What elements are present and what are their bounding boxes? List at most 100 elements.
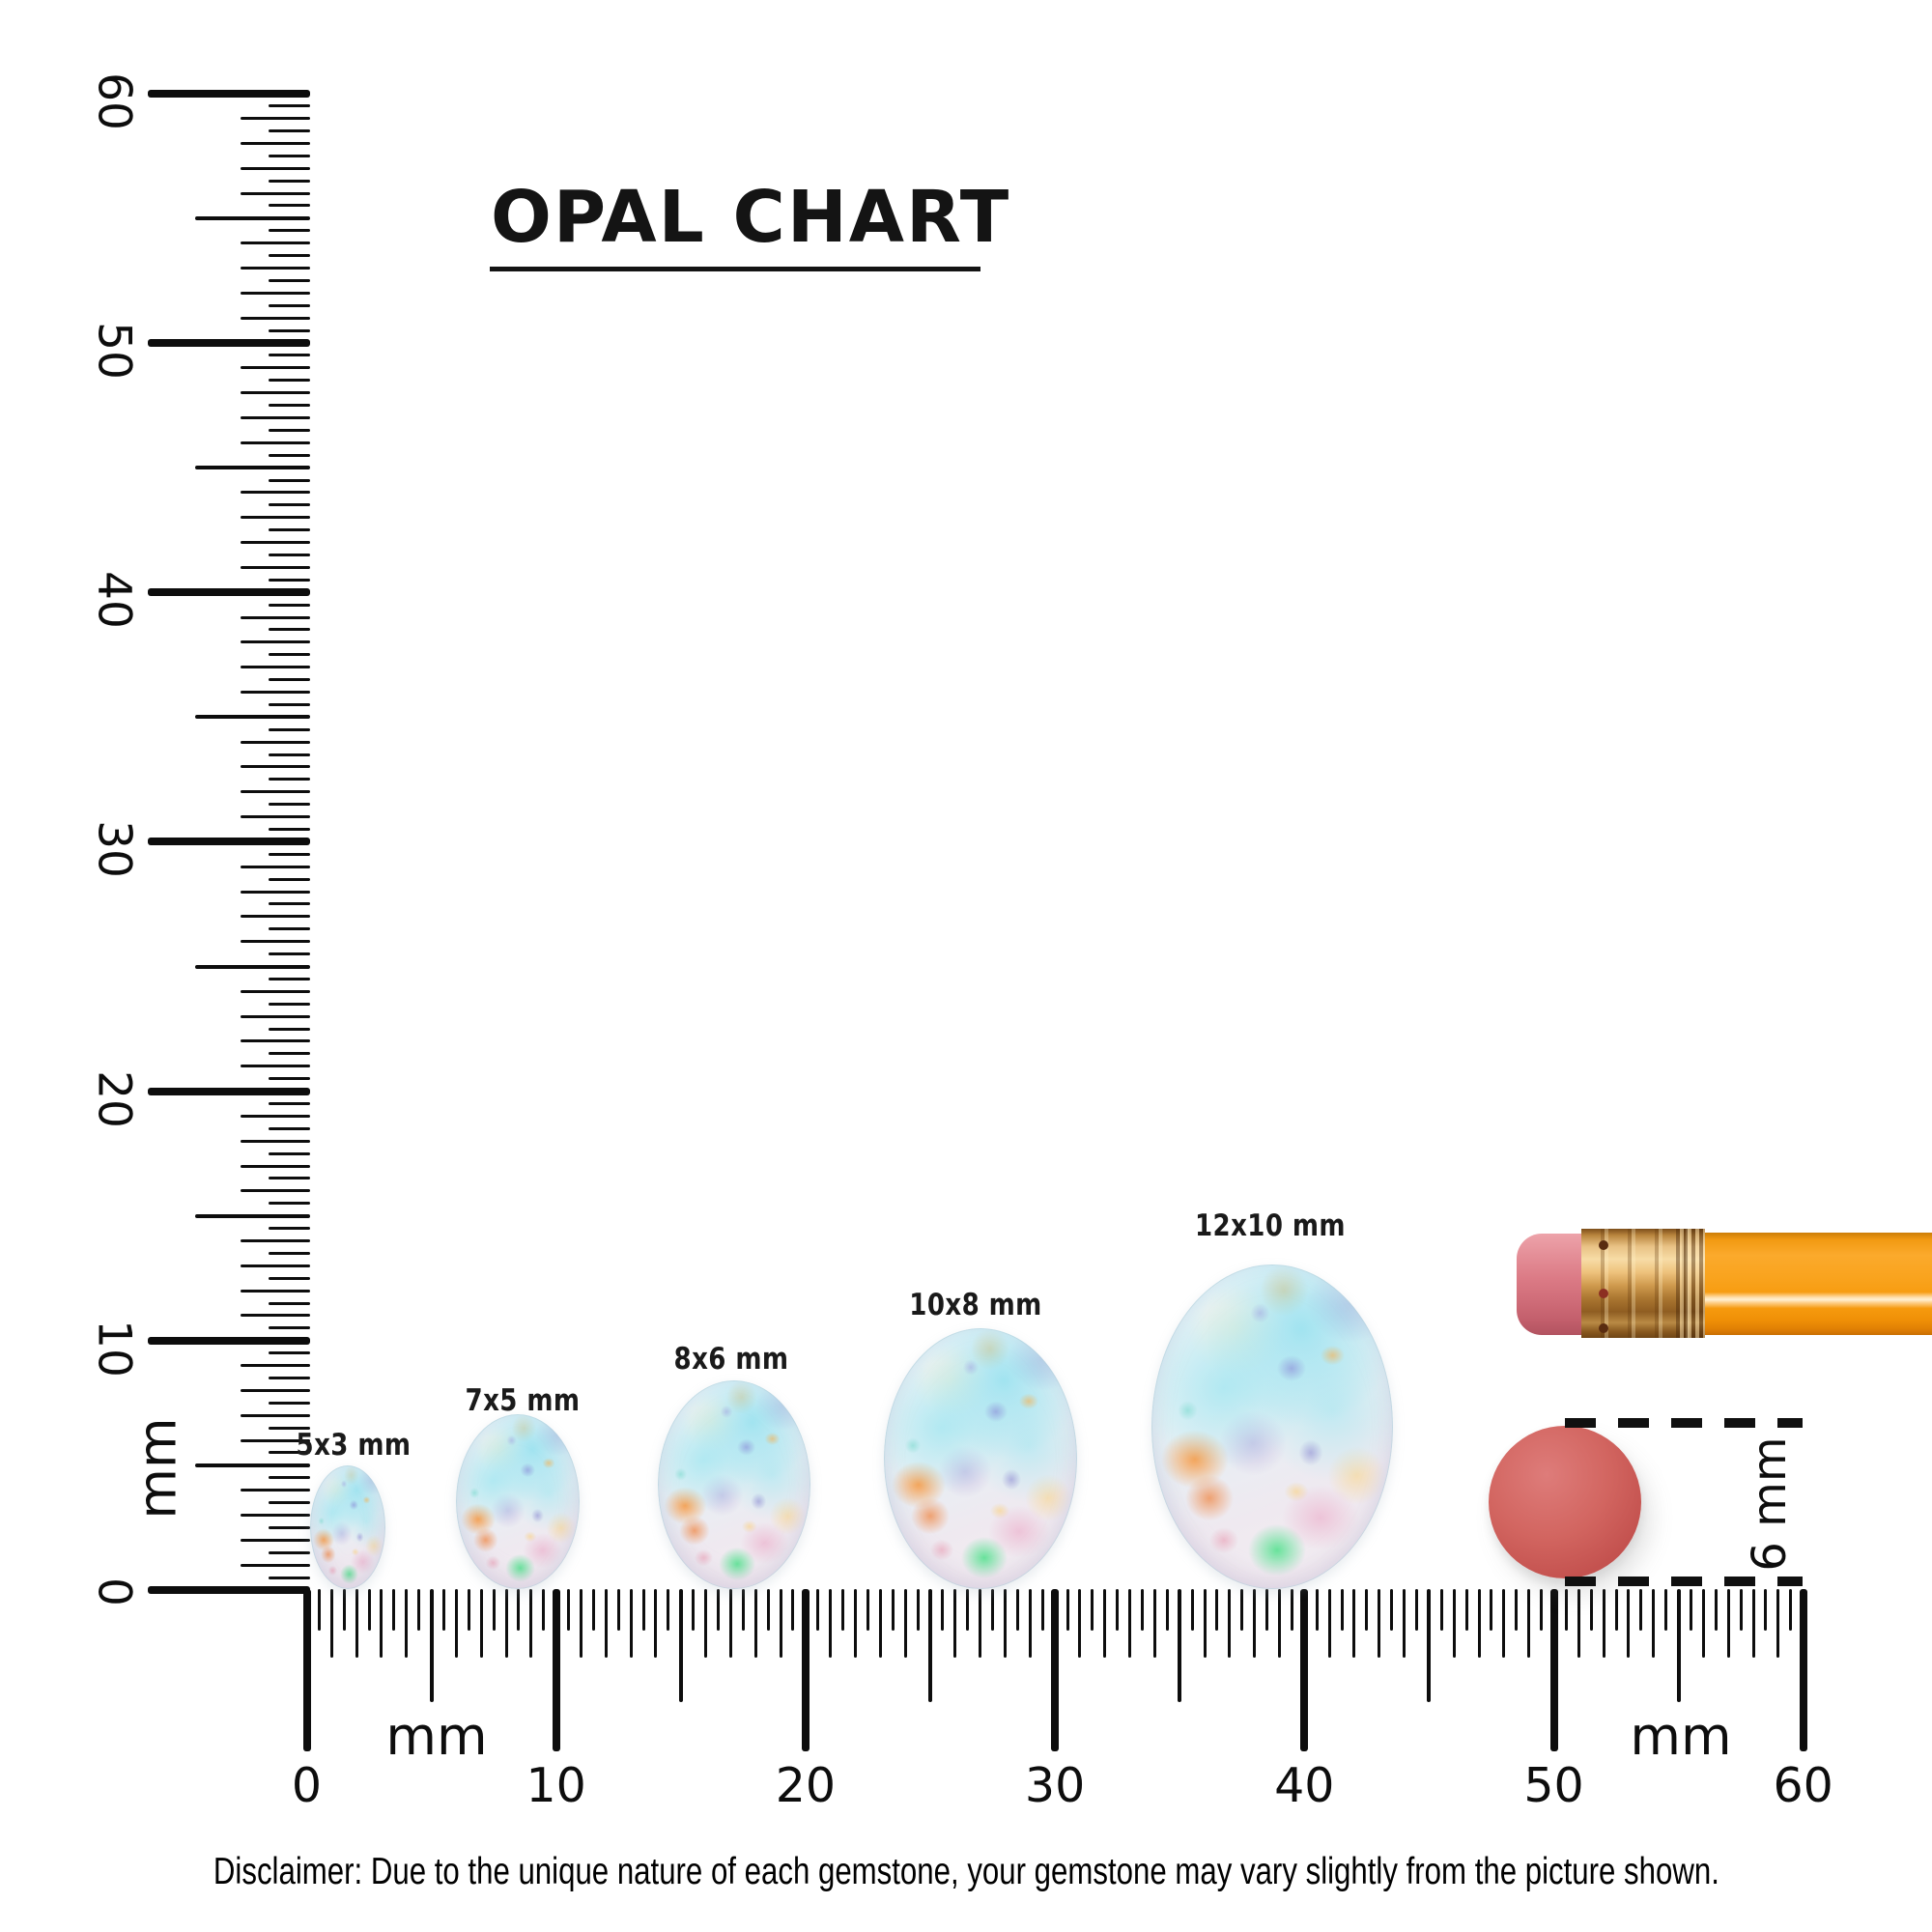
v-ruler-tick <box>269 1227 310 1231</box>
h-ruler-tick <box>1265 1589 1269 1631</box>
h-ruler-tick <box>317 1589 321 1631</box>
v-ruler-tick <box>269 902 310 906</box>
v-ruler-tick <box>269 1126 310 1130</box>
h-ruler-tick <box>678 1589 683 1702</box>
ferrule-dot <box>1599 1323 1608 1333</box>
opal-sample-12x10mm <box>1151 1264 1393 1589</box>
v-ruler-tick <box>269 1301 310 1305</box>
opal-size-label: 8x6 mm <box>673 1342 789 1377</box>
h-ruler-tick <box>580 1589 583 1658</box>
h-ruler-tick <box>1751 1589 1755 1658</box>
horizontal-ruler-unit-label-right: mm <box>1630 1706 1732 1767</box>
disc-size-label: 6 mm <box>1743 1436 1797 1572</box>
v-ruler-tick <box>241 940 310 944</box>
v-ruler-tick <box>241 117 310 121</box>
h-ruler-tick <box>878 1589 882 1658</box>
v-ruler-tick <box>241 516 310 520</box>
h-ruler-tick <box>1078 1589 1082 1658</box>
v-ruler-tick <box>269 952 310 956</box>
h-ruler-tick <box>302 1589 311 1751</box>
h-ruler-tick <box>542 1589 546 1631</box>
v-ruler-tick <box>241 1364 310 1368</box>
vertical-ruler-unit-label: mm <box>127 1417 188 1520</box>
v-ruler-tick <box>195 466 310 470</box>
h-ruler-tick <box>1378 1589 1381 1658</box>
h-ruler-tick <box>1152 1589 1156 1658</box>
v-ruler-tick <box>195 1463 310 1467</box>
h-ruler-tick <box>1215 1589 1219 1631</box>
v-ruler-tick <box>241 1514 310 1518</box>
v-ruler-tick <box>148 339 310 347</box>
h-ruler-tick <box>1577 1589 1580 1658</box>
v-ruler-tick <box>241 790 310 794</box>
h-ruler-tick <box>1614 1589 1618 1631</box>
h-ruler-tick <box>1178 1589 1182 1702</box>
h-ruler-tick <box>1327 1589 1331 1658</box>
v-ruler-number: 20 <box>87 1069 141 1128</box>
h-ruler-tick <box>641 1589 645 1631</box>
h-ruler-tick <box>728 1589 732 1658</box>
ferrule-dot <box>1599 1289 1608 1298</box>
v-ruler-tick <box>148 89 310 98</box>
v-ruler-tick <box>241 690 310 694</box>
v-ruler-tick <box>269 129 310 133</box>
h-ruler-tick <box>1290 1589 1293 1631</box>
v-ruler-tick <box>269 977 310 980</box>
v-ruler-tick <box>269 104 310 108</box>
v-ruler-tick <box>269 678 310 682</box>
v-ruler-tick <box>241 1189 310 1193</box>
h-ruler-tick <box>1452 1589 1456 1658</box>
h-ruler-tick <box>1028 1589 1032 1658</box>
eraser-disc <box>1489 1426 1641 1578</box>
h-ruler-tick <box>1103 1589 1107 1658</box>
h-ruler-tick <box>1203 1589 1207 1658</box>
h-ruler-tick <box>355 1589 358 1658</box>
v-ruler-tick <box>269 1151 310 1155</box>
v-ruler-tick <box>148 838 310 846</box>
v-ruler-tick <box>241 1438 310 1442</box>
h-ruler-tick <box>979 1589 982 1658</box>
h-ruler-tick <box>1116 1589 1120 1631</box>
v-ruler-tick <box>241 765 310 769</box>
h-ruler-tick <box>1515 1589 1519 1631</box>
h-ruler-tick <box>417 1589 421 1631</box>
h-ruler-tick <box>1527 1589 1531 1658</box>
v-ruler-tick <box>241 491 310 495</box>
v-ruler-tick <box>148 588 310 597</box>
v-ruler-tick <box>269 453 310 457</box>
h-ruler-tick <box>953 1589 957 1658</box>
v-ruler-tick <box>269 578 310 582</box>
v-ruler-number: 40 <box>87 571 141 630</box>
h-ruler-tick <box>791 1589 795 1631</box>
v-ruler-tick <box>269 1401 310 1405</box>
v-ruler-tick <box>241 1314 310 1318</box>
h-ruler-tick <box>991 1589 995 1631</box>
h-ruler-tick <box>591 1589 595 1631</box>
v-ruler-tick <box>269 1202 310 1206</box>
h-ruler-tick <box>717 1589 721 1631</box>
h-ruler-tick <box>816 1589 820 1631</box>
v-ruler-tick <box>241 1065 310 1068</box>
h-ruler-number: 10 <box>526 1758 586 1813</box>
v-ruler-tick <box>269 778 310 781</box>
v-ruler-tick <box>269 1501 310 1505</box>
v-ruler-tick <box>241 1538 310 1542</box>
h-ruler-tick <box>467 1589 470 1631</box>
v-ruler-tick <box>241 740 310 744</box>
v-ruler-tick <box>269 328 310 332</box>
page-title: OPAL CHART <box>491 176 1011 259</box>
v-ruler-tick <box>269 229 310 233</box>
v-ruler-tick <box>241 1264 310 1267</box>
h-ruler-tick <box>405 1589 409 1658</box>
h-ruler-tick <box>1040 1589 1044 1631</box>
opal-sample-5x3mm <box>310 1465 385 1589</box>
h-ruler-tick <box>1490 1589 1493 1631</box>
h-ruler-number: 50 <box>1523 1758 1584 1813</box>
h-ruler-tick <box>1352 1589 1356 1658</box>
h-ruler-tick <box>1414 1589 1418 1631</box>
v-ruler-tick <box>241 989 310 993</box>
h-ruler-number: 30 <box>1024 1758 1086 1813</box>
h-ruler-tick <box>552 1589 560 1751</box>
pencil-ferrule <box>1581 1229 1705 1338</box>
